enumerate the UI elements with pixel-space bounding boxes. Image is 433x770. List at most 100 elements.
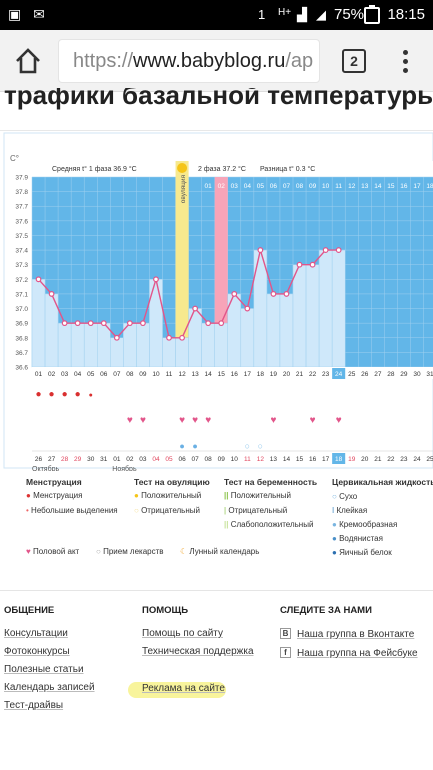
menstruation-drop-icon: ● (89, 392, 93, 399)
sticky-icon: I (332, 506, 335, 515)
tabs-button[interactable]: 2 (342, 49, 366, 73)
calendar-date-label: 30 (87, 456, 95, 463)
ovulation-column (175, 161, 189, 367)
phase2-day-label: 15 (387, 183, 395, 190)
temperature-point (205, 320, 212, 327)
month-label: Ноябрь (112, 465, 137, 471)
phase2-day-label: 18 (426, 183, 433, 190)
temperature-point (270, 291, 277, 297)
cycle-day-label: 27 (374, 371, 382, 378)
cycle-day-label: 05 (87, 371, 95, 378)
cycle-day-label: 16 (231, 371, 239, 378)
phase2-day-label: 17 (413, 183, 421, 190)
clock: 18:15 (387, 6, 425, 23)
y-tick-label: 37.3 (15, 262, 28, 269)
phase2-day-label: 03 (231, 183, 239, 190)
calendar-date-label: 20 (361, 456, 369, 463)
phase2-day-label: 01 (205, 183, 213, 190)
footer-link[interactable]: Календарь записей (4, 682, 95, 693)
temp-bar (31, 279, 46, 368)
phase2-day-label: 10 (322, 183, 330, 190)
footer-link[interactable]: Консультации (4, 628, 68, 639)
status-bar: ▣ ✉ 1 H+ ▟ ◢ 75% 18:15 (0, 0, 433, 30)
phase2-day-label: 07 (283, 183, 291, 190)
temperature-point (335, 247, 342, 253)
cycle-day-label: 18 (257, 371, 265, 378)
menstruation-drop-icon: ● (75, 389, 81, 400)
footer-link[interactable]: Тест-драйвы (4, 700, 64, 711)
cycle-day-label: 03 (61, 371, 69, 378)
footer-link[interactable]: Полезные статьи (4, 664, 84, 675)
social-fb[interactable]: f Наша группа на Фейсбуке (280, 647, 418, 659)
temperature-point (322, 247, 329, 253)
url-scheme: https:// (73, 50, 134, 72)
phase2-day-label: 02 (218, 183, 226, 190)
y-tick-label: 37.8 (15, 189, 28, 196)
ovulation-sun-icon (177, 163, 188, 173)
cycle-day-label: 13 (192, 371, 200, 378)
calendar-date-label: 02 (126, 456, 134, 463)
footer-link[interactable]: Наша группа на Фейсбуке (297, 647, 418, 659)
cycle-day-label: 12 (178, 371, 186, 378)
url-bar[interactable]: https://www.babyblog.ru/ap (58, 39, 320, 83)
y-tick-label: 37.5 (15, 233, 28, 240)
footer-link[interactable]: Техническая поддержка (142, 646, 254, 657)
temp-bar (70, 322, 85, 368)
cycle-day-label: 06 (100, 371, 108, 378)
temperature-point (244, 305, 251, 312)
footer-link[interactable]: Наша группа в Вконтакте (297, 628, 415, 640)
social-vk[interactable]: В Наша группа в Вконтакте (280, 628, 418, 640)
footer-link-advertising[interactable]: Реклама на сайте (142, 683, 225, 694)
temperature-point (231, 291, 238, 297)
strip-icon: || (224, 520, 229, 529)
temperature-point (113, 334, 120, 341)
ovulation-label: овуляция (180, 175, 187, 204)
cycle-day-label: 11 (166, 371, 173, 378)
legend-item: I Клейкая (332, 506, 368, 515)
legend-pregnancy-title: Тест на беременность (224, 477, 318, 487)
phase2-day-label: 06 (270, 183, 278, 190)
temp-bar (57, 322, 72, 368)
y-tick-label: 37.4 (15, 248, 28, 255)
legend-item: ● Положительный (134, 491, 202, 500)
cycle-day-label: 10 (152, 371, 160, 378)
legend-item: ● Менструация (26, 491, 83, 500)
cycle-day-label: 02 (48, 371, 56, 378)
phase2-day-label: 14 (374, 183, 382, 190)
footer-link[interactable]: Помощь по сайту (142, 628, 223, 639)
calendar-date-label: 21 (374, 456, 382, 463)
url-path: /ap (285, 50, 314, 72)
calendar-date-label: 25 (426, 456, 433, 463)
footer-link[interactable]: Фотоконкурсы (4, 646, 70, 657)
highlight-mark (128, 682, 226, 698)
y-axis-unit: C° (10, 154, 19, 163)
intercourse-heart-icon: ♥ (270, 415, 276, 426)
temperature-point (166, 334, 172, 341)
calendar-date-label: 15 (296, 456, 304, 463)
temperature-point (218, 320, 225, 327)
y-tick-label: 37.6 (15, 218, 28, 225)
creamy-icon: ● (332, 520, 337, 529)
overflow-menu-icon[interactable] (400, 48, 410, 74)
battery-percent: 75% (334, 6, 365, 23)
cycle-day-label: 19 (270, 371, 278, 378)
temp-bar (83, 322, 98, 368)
footer-col-help: ПОМОЩЬ Помощь по сайту Техническая подде… (142, 605, 254, 701)
temp-bar (331, 249, 346, 368)
cycle-day-label: 14 (205, 371, 213, 378)
cycle-day-label: 09 (139, 371, 147, 378)
phase2-day-label: 05 (257, 183, 265, 190)
calendar-date-label: 16 (309, 456, 317, 463)
browser-toolbar: https://www.babyblog.ru/ap 2 (0, 30, 433, 92)
bbt-chart: C° 37.9 37.8 37.7 37.6 37.5 37.4 37.3 37.2 37.1 37… (0, 130, 433, 570)
calendar-date-label: 19 (348, 456, 356, 463)
home-icon[interactable] (14, 47, 42, 75)
calendar-date-label: 11 (244, 456, 251, 463)
calendar-date-label: 23 (400, 456, 408, 463)
temperature-point (179, 334, 185, 341)
strip-icon: | (224, 506, 227, 515)
temp-bar (266, 293, 281, 368)
temp-bar (175, 337, 189, 368)
temp-bar (123, 322, 137, 368)
legend-menstruation-title: Менструация (26, 477, 82, 487)
